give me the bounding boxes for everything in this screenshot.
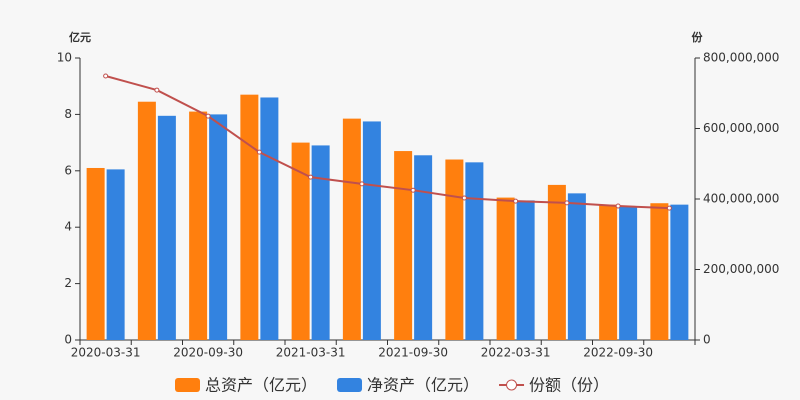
x-tick-label: 2022-03-31 — [481, 346, 551, 360]
bar — [650, 203, 669, 340]
legend-swatch — [175, 378, 200, 392]
x-tick-label: 2020-03-31 — [71, 346, 141, 360]
bar — [291, 142, 310, 340]
legend-label: 总资产（亿元） — [205, 376, 317, 395]
y-tick-label: 4 — [64, 220, 72, 234]
bar — [619, 206, 638, 340]
bar — [516, 200, 535, 340]
bar — [86, 167, 105, 340]
line-point — [256, 149, 262, 155]
x-tick-label: 2022-09-30 — [583, 346, 653, 360]
bar — [599, 204, 618, 340]
y-tick-label: 8 — [64, 107, 72, 121]
legend-swatch — [506, 379, 518, 391]
y2-tick-label: 400,000,000 — [703, 192, 779, 206]
line-point — [461, 195, 467, 201]
line-point — [513, 198, 519, 204]
bar — [567, 193, 586, 340]
line-point — [205, 113, 211, 119]
line-point — [564, 200, 570, 206]
x-tick-label: 2021-09-30 — [378, 346, 448, 360]
bar — [670, 204, 689, 340]
line-point — [666, 205, 672, 211]
y-tick-label: 6 — [64, 163, 72, 177]
bar — [311, 145, 330, 340]
legend-swatch — [337, 378, 363, 392]
line — [105, 75, 670, 210]
y-tick-label: 10 — [57, 51, 72, 65]
y-tick-label: 0 — [64, 333, 72, 347]
y-unit: 亿元 — [69, 30, 91, 44]
line-point — [359, 181, 365, 187]
bar — [445, 159, 464, 340]
x-tick-label: 2020-09-30 — [173, 346, 243, 360]
bar — [342, 118, 361, 340]
bar — [209, 114, 228, 341]
bar — [240, 94, 259, 340]
legend-label: 份额（份） — [529, 376, 609, 395]
line-point — [615, 203, 621, 209]
y2-tick-label: 200,000,000 — [703, 262, 779, 276]
bar — [260, 97, 279, 340]
bar — [465, 162, 484, 340]
bar — [362, 121, 381, 340]
bar — [414, 155, 433, 340]
bar — [157, 115, 176, 340]
bar — [496, 197, 515, 340]
y2-tick-label: 0 — [703, 333, 711, 347]
line-point — [410, 187, 416, 193]
line-point — [103, 73, 109, 79]
line-point — [308, 174, 314, 180]
bar — [106, 169, 125, 340]
bar — [547, 184, 566, 340]
bar — [394, 151, 413, 340]
y2-unit: 份 — [692, 30, 704, 44]
bar — [137, 101, 156, 341]
line-point — [154, 87, 160, 93]
y2-tick-label: 800,000,000 — [703, 51, 779, 65]
bar — [189, 111, 208, 340]
x-tick-label: 2021-03-31 — [276, 346, 346, 360]
y2-tick-label: 600,000,000 — [703, 121, 779, 135]
y-tick-label: 2 — [64, 276, 72, 290]
legend-label: 净资产（亿元） — [367, 376, 479, 395]
